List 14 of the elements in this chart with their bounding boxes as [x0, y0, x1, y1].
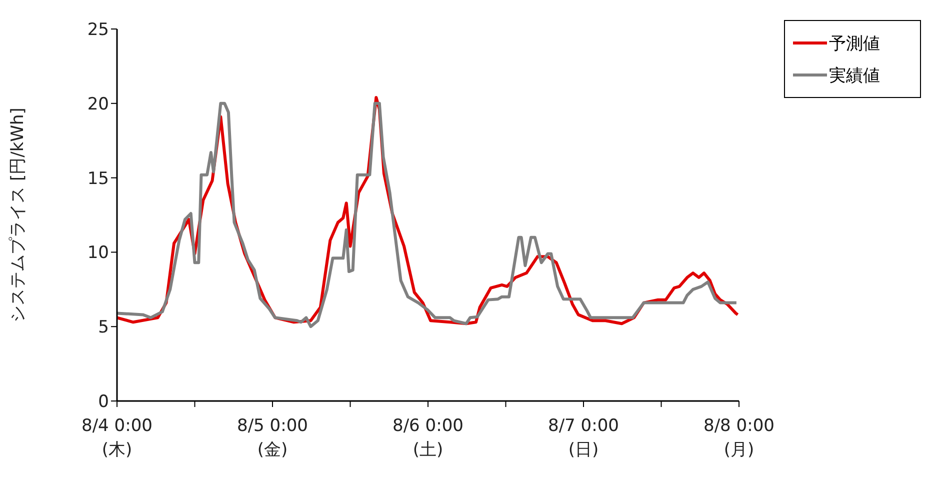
- y-tick-label: 25: [87, 20, 109, 40]
- x-tick-label: 8/8 0:00 (月): [704, 416, 774, 460]
- y-tick-label: 10: [87, 243, 109, 264]
- legend-label: 実績値: [829, 64, 880, 86]
- y-axis-title: システムプライス [円/kWh]: [8, 108, 28, 322]
- x-tick-label: 8/5 0:00 (金): [237, 416, 308, 460]
- y-tick-label: 20: [87, 94, 109, 114]
- x-tick-label: 8/4 0:00 (木): [82, 416, 152, 460]
- x-tick-label: 8/7 0:00 (日): [548, 416, 619, 460]
- y-tick-label: 5: [98, 318, 109, 338]
- y-tick-label: 0: [98, 392, 109, 412]
- legend-label: 予測値: [829, 32, 880, 54]
- x-tick-label: 8/6 0:00 (土): [392, 416, 464, 460]
- y-tick-label: 15: [87, 168, 109, 189]
